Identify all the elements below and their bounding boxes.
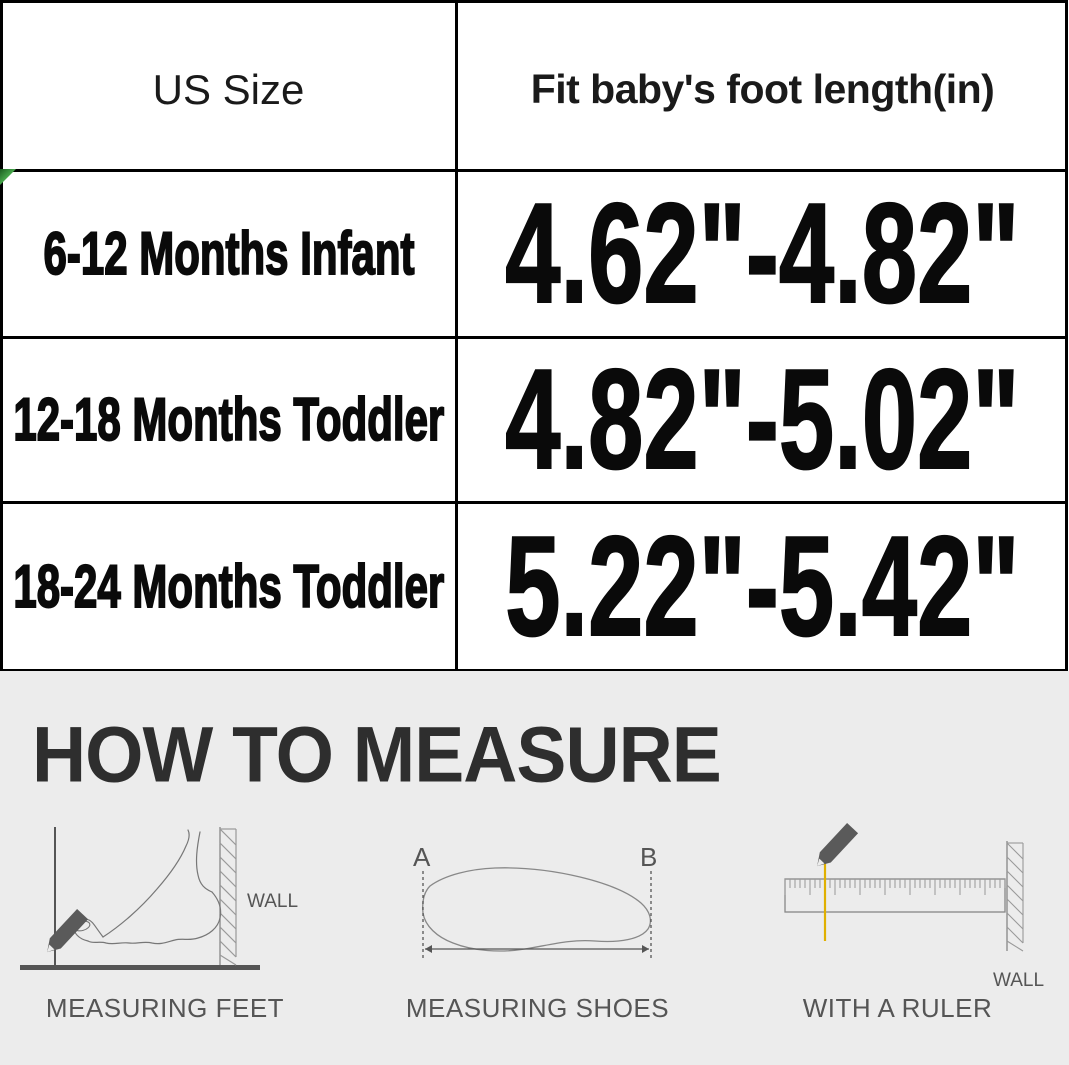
svg-text:WALL: WALL <box>993 970 1044 991</box>
svg-text:A: A <box>413 842 431 872</box>
svg-text:B: B <box>640 842 657 872</box>
svg-text:WALL: WALL <box>247 891 298 912</box>
